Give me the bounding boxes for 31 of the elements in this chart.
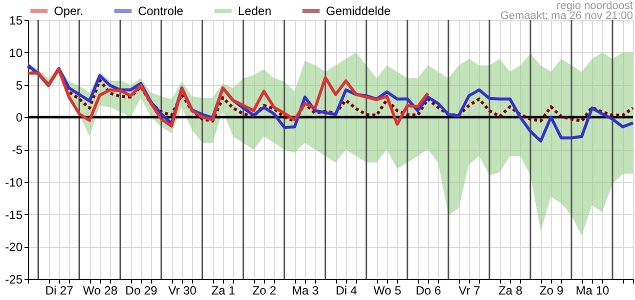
line-series [26, 68, 430, 128]
x-tick-label: Ma 3 [292, 284, 320, 298]
x-tick-label: Do 6 [416, 284, 442, 298]
y-tick-label: -25 [5, 272, 23, 286]
x-tick-label: Vr 30 [168, 284, 197, 298]
y-tick-label: 5 [16, 78, 23, 92]
x-tick-label: Wo 5 [374, 284, 402, 298]
x-tick-label: Za 1 [211, 284, 236, 298]
y-tick-label: 10 [9, 46, 23, 60]
x-tick-label: Zo 2 [252, 284, 277, 298]
x-tick-label: Wo 28 [83, 284, 118, 298]
line-series [26, 65, 634, 123]
x-tick-label: Vr 7 [458, 284, 481, 298]
x-tick-label: Di 27 [45, 284, 74, 298]
legend-label: Gemiddelde [326, 4, 392, 18]
y-tick-label: 0 [16, 110, 23, 125]
y-tick-label: -15 [5, 208, 23, 222]
legend-label: Leden [238, 4, 272, 18]
x-tick-label: Di 4 [336, 284, 358, 298]
y-tick-label: 15 [9, 14, 23, 28]
y-tick-label: -5 [12, 143, 23, 157]
x-tick-label: Ma 10 [576, 284, 610, 298]
x-tick-label: Za 8 [498, 284, 523, 298]
y-tick-label: -10 [5, 175, 23, 190]
annotation: Gemaakt: ma 26 nov 21:00 [500, 10, 633, 22]
legend-label: Controle [138, 4, 184, 18]
legend-label: Oper. [54, 4, 84, 18]
text: regio noordoost [556, 0, 633, 12]
x-tick-label: Zo 9 [539, 284, 564, 298]
x-tick-label: Do 29 [125, 284, 158, 298]
y-tick-label: -20 [5, 240, 23, 254]
